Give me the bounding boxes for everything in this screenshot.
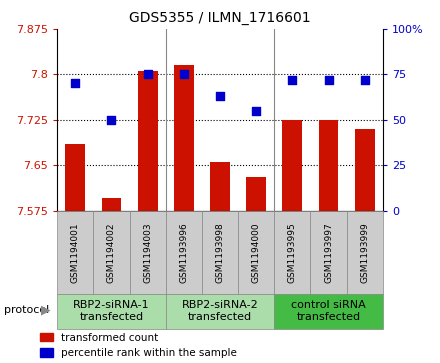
- Text: protocol: protocol: [4, 305, 50, 315]
- Bar: [355, 129, 375, 211]
- Point: [144, 72, 151, 77]
- Text: RBP2-siRNA-1
transfected: RBP2-siRNA-1 transfected: [73, 301, 150, 322]
- Text: GSM1194003: GSM1194003: [143, 222, 152, 283]
- Title: GDS5355 / ILMN_1716601: GDS5355 / ILMN_1716601: [129, 11, 311, 25]
- Bar: [282, 120, 302, 211]
- Point: [325, 77, 332, 83]
- Text: GSM1193995: GSM1193995: [288, 222, 297, 283]
- Bar: [210, 162, 230, 211]
- Bar: [319, 120, 338, 211]
- Point: [72, 81, 79, 86]
- Text: GSM1194000: GSM1194000: [252, 222, 260, 283]
- Text: GSM1193997: GSM1193997: [324, 222, 333, 283]
- Text: GSM1193996: GSM1193996: [180, 222, 188, 283]
- Bar: [102, 199, 121, 211]
- Bar: [246, 177, 266, 211]
- Bar: [66, 144, 85, 211]
- Point: [108, 117, 115, 123]
- Text: ▶: ▶: [40, 304, 50, 317]
- Text: GSM1193999: GSM1193999: [360, 222, 369, 283]
- Legend: transformed count, percentile rank within the sample: transformed count, percentile rank withi…: [40, 333, 237, 358]
- Point: [361, 77, 368, 83]
- Point: [180, 72, 187, 77]
- Text: GSM1194002: GSM1194002: [107, 222, 116, 282]
- Text: control siRNA
transfected: control siRNA transfected: [291, 301, 366, 322]
- Bar: [138, 72, 158, 211]
- Text: GSM1193998: GSM1193998: [216, 222, 224, 283]
- Text: RBP2-siRNA-2
transfected: RBP2-siRNA-2 transfected: [182, 301, 258, 322]
- Bar: [174, 65, 194, 211]
- Point: [216, 93, 224, 99]
- Point: [289, 77, 296, 83]
- Text: GSM1194001: GSM1194001: [71, 222, 80, 283]
- Point: [253, 108, 260, 114]
